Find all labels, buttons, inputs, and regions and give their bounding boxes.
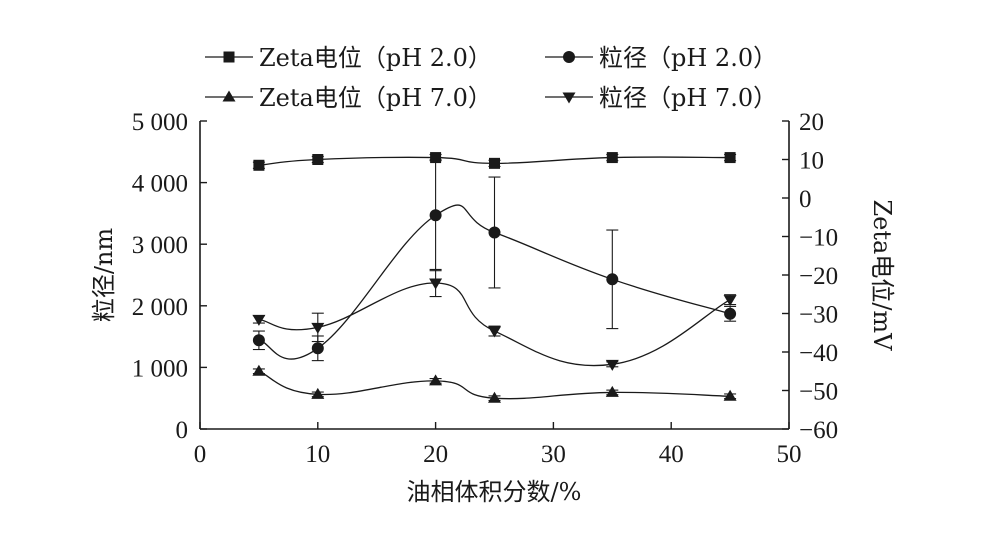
x-tick-label: 30 <box>541 441 566 468</box>
marker-triangle-up <box>488 391 501 403</box>
marker-square <box>312 154 324 165</box>
marker-triangle-down <box>429 278 443 290</box>
marker-circle <box>606 273 619 286</box>
x-tick-label: 50 <box>777 441 802 468</box>
y-right-tick-label: −60 <box>799 417 838 444</box>
marker-triangle-down <box>488 326 501 338</box>
series-group <box>252 152 737 403</box>
y-left-tick-label: 4 000 <box>132 171 188 198</box>
marker-square <box>606 152 618 164</box>
x-tick-label: 0 <box>194 441 207 468</box>
marker-triangle-up <box>723 389 737 401</box>
marker-square <box>724 152 736 164</box>
marker-circle <box>488 226 501 239</box>
y-left-tick-label: 2 000 <box>132 294 188 321</box>
legend-label: Zeta电位（pH 7.0） <box>259 84 492 112</box>
marker-circle <box>563 51 575 63</box>
marker-triangle-down <box>311 322 325 334</box>
x-tick-label: 20 <box>423 441 448 468</box>
y-right-tick-label: −40 <box>799 340 838 367</box>
y-right-tick-label: −30 <box>799 302 838 329</box>
series-triangle-down <box>252 268 737 371</box>
marker-circle <box>311 342 324 355</box>
y-axis-left-title: 粒径/nm <box>90 228 118 323</box>
x-tick-label: 40 <box>659 441 684 468</box>
y-right-tick-label: −50 <box>799 379 838 406</box>
y-left-tick-label: 0 <box>176 417 189 444</box>
marker-triangle-up <box>252 364 266 376</box>
y-right-tick-label: 20 <box>799 109 824 136</box>
marker-circle <box>724 307 737 320</box>
x-axis-title: 油相体积分数/% <box>407 478 582 506</box>
y-right-tick-label: 10 <box>799 148 824 175</box>
y-left-tick-label: 5 000 <box>132 109 188 136</box>
marker-triangle-down <box>723 295 737 307</box>
legend-label: Zeta电位（pH 2.0） <box>259 44 492 72</box>
series-triangle-up <box>252 364 737 403</box>
marker-square <box>430 152 442 164</box>
legend: Zeta电位（pH 2.0） 粒径（pH 2.0） Zeta电位（pH 7.0） 粒径… <box>205 44 777 112</box>
marker-triangle-down <box>562 92 576 104</box>
marker-square <box>223 51 235 63</box>
marker-triangle-up <box>605 385 619 397</box>
legend-label: 粒径（pH 2.0） <box>599 44 777 72</box>
marker-triangle-up <box>429 374 443 386</box>
marker-circle <box>429 209 442 222</box>
y-left-tick-label: 3 000 <box>132 232 188 259</box>
marker-triangle-up <box>222 90 236 102</box>
y-right-tick-label: −20 <box>799 263 838 290</box>
series-line <box>258 282 731 367</box>
y-right-tick-label: −10 <box>799 225 838 252</box>
marker-triangle-down <box>252 314 266 326</box>
marker-triangle-up <box>311 387 325 399</box>
y-axis-right-title: Zeta电位/mV <box>868 199 896 351</box>
ticks: 0 10 20 30 40 50 0 1 000 2 000 3 000 4 000 5 000 −60… <box>132 109 838 468</box>
series-square <box>252 152 737 171</box>
legend-label: 粒径（pH 7.0） <box>599 84 777 112</box>
marker-square <box>489 157 500 169</box>
marker-square <box>253 159 265 171</box>
y-right-tick-label: 0 <box>799 186 812 213</box>
y-left-tick-label: 1 000 <box>132 355 188 382</box>
x-tick-label: 10 <box>305 441 330 468</box>
marker-circle <box>252 334 265 347</box>
marker-triangle-down <box>605 359 619 371</box>
